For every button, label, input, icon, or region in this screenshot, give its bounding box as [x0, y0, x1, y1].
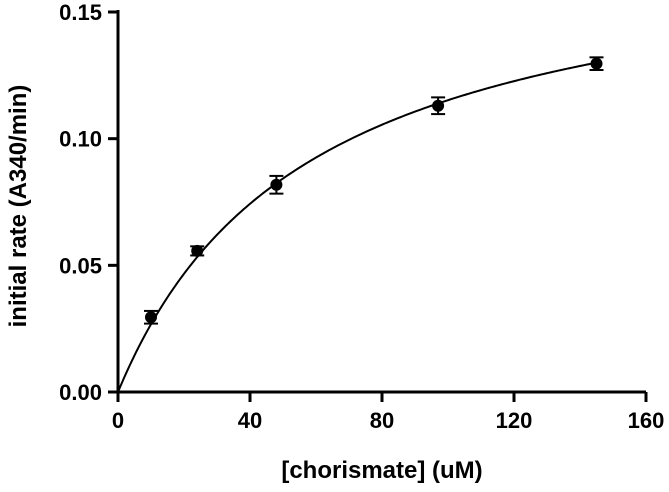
data-point — [432, 99, 445, 112]
data-point-group — [144, 309, 158, 325]
data-point-group — [431, 96, 446, 116]
data-point-group — [589, 56, 604, 72]
data-point — [191, 244, 204, 257]
x-tick-label: 160 — [628, 408, 665, 433]
y-tick-label: 0.00 — [59, 380, 102, 405]
data-point — [145, 311, 157, 324]
data-point-group — [269, 174, 284, 195]
data-point — [590, 57, 603, 70]
axes: 0 40 80 120 160 0.00 0.05 0.10 0.15 — [59, 0, 664, 433]
fit-layer — [117, 61, 597, 393]
y-tick-label: 0.15 — [59, 0, 102, 25]
y-tick-label: 0.10 — [59, 127, 102, 152]
x-tick-label: 0 — [112, 408, 124, 433]
data-point-group — [190, 244, 205, 257]
y-axis-title: initial rate (A340/min) — [5, 85, 32, 328]
x-tick-label: 120 — [496, 408, 533, 433]
fit-curve — [117, 61, 597, 393]
x-axis-title: [chorismate] (uM) — [281, 457, 482, 484]
points-layer — [144, 56, 604, 325]
x-tick-label: 80 — [370, 408, 394, 433]
data-point — [270, 178, 283, 191]
x-tick-label: 40 — [238, 408, 262, 433]
y-tick-label: 0.05 — [59, 253, 102, 278]
